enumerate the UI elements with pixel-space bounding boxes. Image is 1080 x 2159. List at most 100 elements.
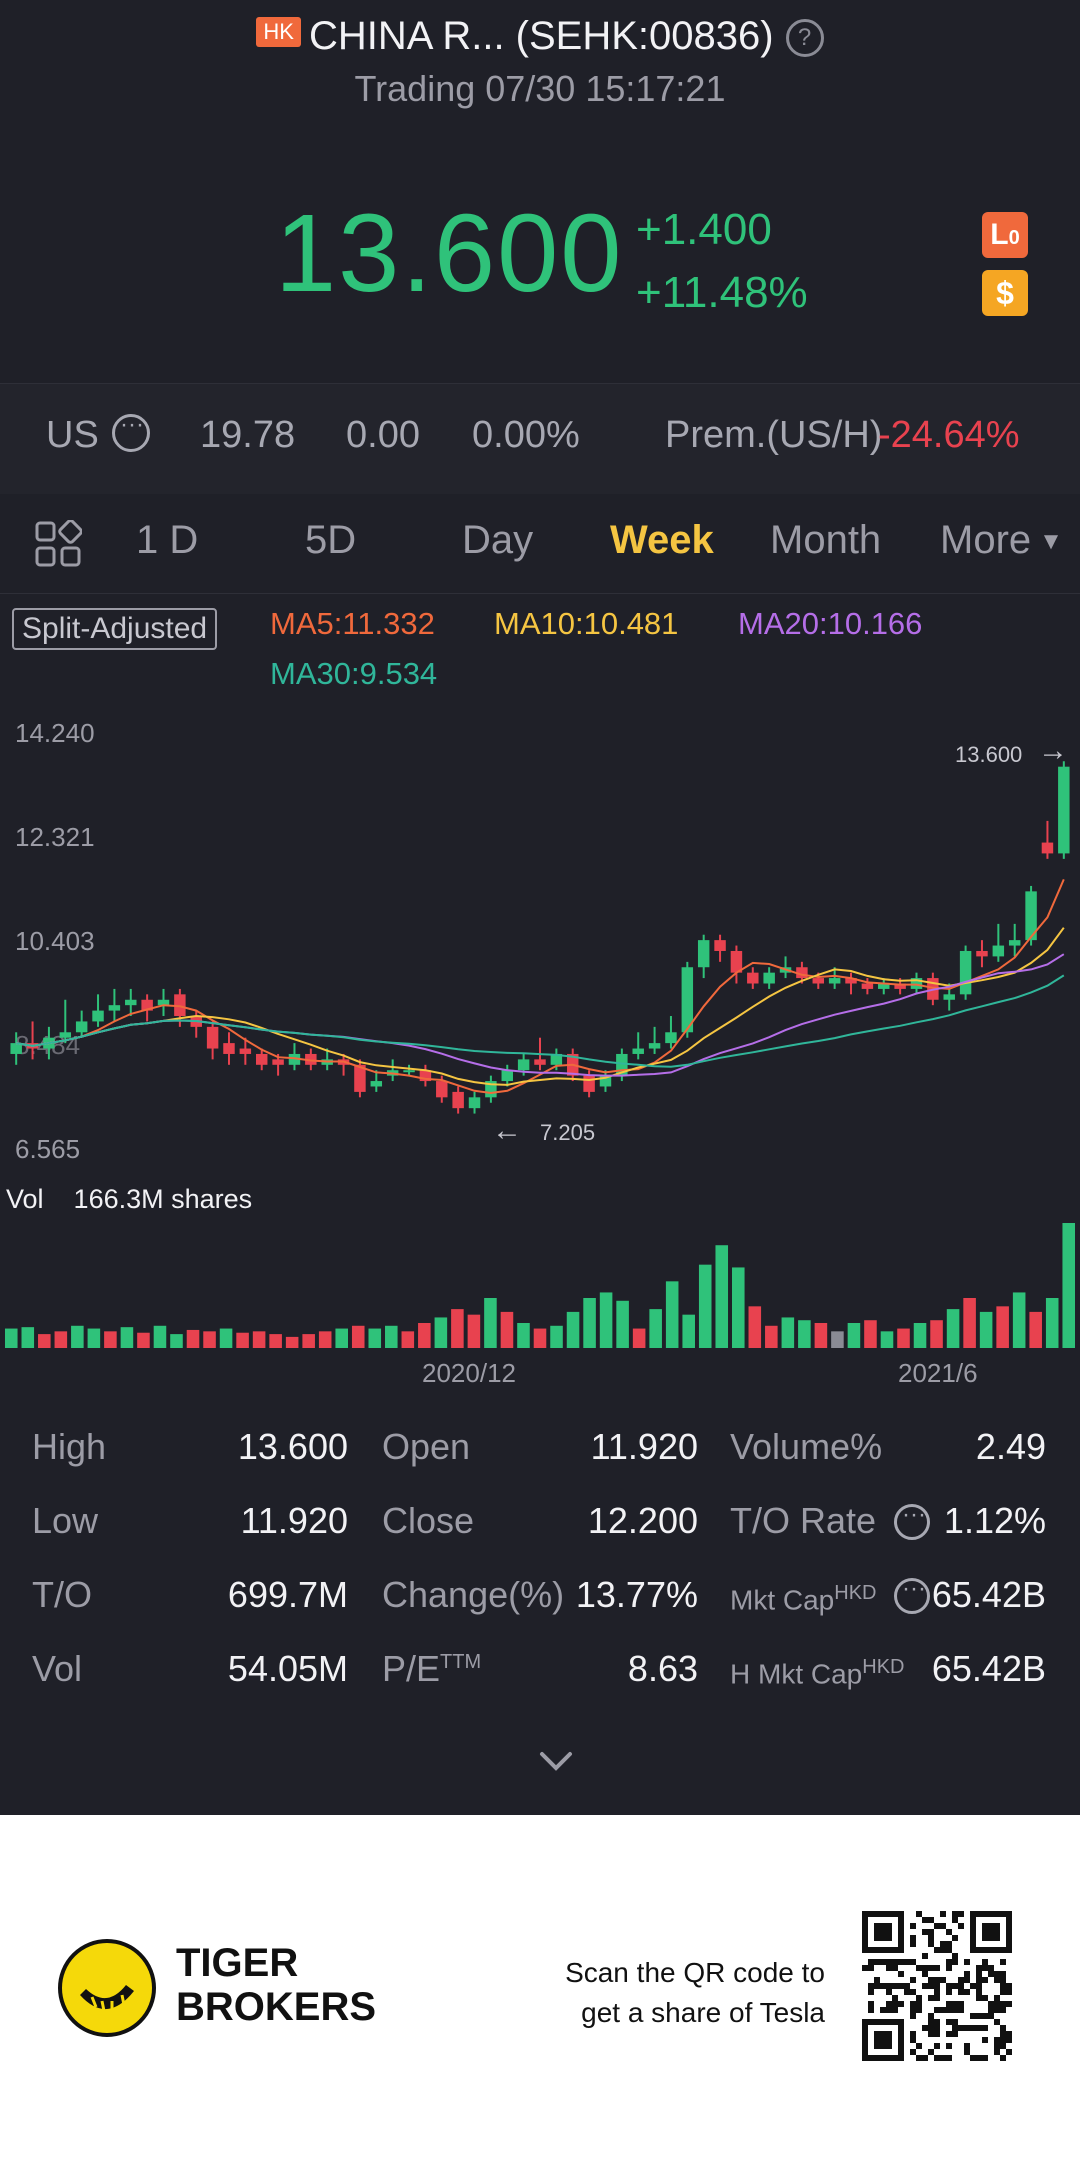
tiger-logo-icon	[58, 1939, 156, 2037]
volume-bar	[798, 1320, 811, 1348]
qr-module	[946, 2055, 952, 2061]
candle-body	[992, 945, 1005, 957]
qr-module	[928, 2049, 934, 2055]
stat-to-label: T/O	[32, 1574, 92, 1615]
volume-bar	[203, 1331, 216, 1348]
volume-bar	[418, 1323, 431, 1348]
volume-bar	[351, 1325, 365, 1348]
tab-more[interactable]: More ▼	[940, 518, 1063, 563]
volume-bar	[913, 1323, 927, 1348]
qr-code[interactable]	[862, 1911, 1012, 2061]
qr-module	[916, 2001, 922, 2007]
stat-volume-pct-label: Volume%	[730, 1426, 883, 1467]
candlestick-chart[interactable]	[0, 700, 1080, 1180]
qr-module	[1000, 2031, 1006, 2037]
qr-module	[934, 1923, 940, 1929]
help-icon[interactable]: ?	[785, 19, 824, 57]
qr-module	[1000, 1971, 1006, 1977]
title-row[interactable]: HK CHINA R... (SEHK:00836)?	[0, 14, 1080, 59]
promo-line-1: Scan the QR code to	[565, 1957, 825, 1988]
qr-module	[976, 1989, 982, 1995]
tab-month[interactable]: Month	[770, 518, 882, 562]
qr-module	[940, 2007, 946, 2013]
qr-module	[892, 1995, 898, 2001]
candle-body	[436, 1081, 448, 1098]
stat-pe-text: P/E	[382, 1648, 441, 1689]
qr-module	[940, 1941, 946, 1947]
tab-1d[interactable]: 1 D	[136, 518, 199, 562]
qr-module	[922, 1929, 928, 1935]
qr-module	[934, 2019, 940, 2025]
mkt-cap-info-icon[interactable]	[894, 1575, 930, 1614]
premium-label: Prem.(US/H)	[665, 414, 883, 456]
volume-chart[interactable]	[0, 1220, 1080, 1350]
qr-module	[940, 1923, 946, 1929]
qr-module	[1006, 2031, 1012, 2037]
level-badge[interactable]: L0	[982, 212, 1028, 258]
stat-low-value: 11.920	[240, 1500, 348, 1541]
volume-bar	[665, 1281, 679, 1348]
candle-body	[1058, 766, 1070, 854]
layout-grid-icon[interactable]	[34, 520, 82, 568]
qr-module	[904, 1989, 910, 1995]
candle-body	[812, 978, 825, 984]
qr-module	[916, 2043, 922, 2049]
qr-module	[928, 1929, 934, 1935]
promo-line-2: get a share of Tesla	[581, 1997, 825, 2028]
qr-module	[976, 2013, 982, 2019]
candle-body	[550, 1053, 563, 1065]
tab-5d[interactable]: 5D	[305, 518, 357, 562]
candle-body	[288, 1053, 301, 1065]
qr-module	[910, 2013, 916, 2019]
volume-bar	[533, 1328, 547, 1348]
tab-week[interactable]: Week	[610, 518, 714, 562]
qr-module	[1000, 1959, 1006, 1965]
qr-module	[946, 2007, 952, 2013]
market-badge: HK	[256, 17, 301, 47]
qr-module	[910, 1935, 916, 1941]
volume-bar	[401, 1331, 415, 1348]
tab-day[interactable]: Day	[462, 518, 534, 562]
volume-bar	[54, 1331, 68, 1348]
qr-module	[1000, 2037, 1006, 2043]
qr-module	[880, 1959, 886, 1965]
qr-module	[982, 2025, 988, 2031]
qr-module	[892, 1959, 898, 1965]
volume-bar	[71, 1325, 84, 1348]
qr-module	[892, 2007, 898, 2013]
qr-module	[982, 2013, 988, 2019]
volume-bar	[616, 1300, 629, 1348]
qr-module	[1000, 1977, 1006, 1983]
x-tick-1: 2020/12	[422, 1358, 516, 1388]
qr-module	[922, 2025, 928, 2031]
qr-module	[958, 2007, 964, 2013]
qr-module	[934, 1977, 940, 1983]
stat-low-label: Low	[32, 1500, 99, 1541]
more-dots-icon[interactable]	[112, 411, 150, 452]
dollar-badge[interactable]: $	[982, 270, 1028, 316]
stat-mkt-cap-label: Mkt CapHKD	[730, 1582, 876, 1616]
qr-module	[868, 1989, 874, 1995]
qr-module	[934, 1995, 940, 2001]
qr-module	[958, 1977, 964, 1983]
volume-bar	[698, 1264, 712, 1348]
qr-finder	[874, 1923, 892, 1941]
volume-bar	[219, 1328, 233, 1348]
volume-bar	[21, 1327, 35, 1348]
low-price-marker: 7.205	[540, 1120, 596, 1145]
qr-module	[982, 2037, 988, 2043]
volume-bar	[153, 1325, 167, 1348]
price-change-percent: +11.48%	[636, 268, 808, 317]
stat-close-value: 12.200	[587, 1500, 698, 1541]
stat-pe-basis: TTM	[440, 1651, 482, 1673]
us-quote-row[interactable]: US 19.78 0.00 0.00% Prem.(US/H) -24.64%	[0, 384, 1080, 494]
candle-body	[616, 1053, 628, 1076]
to-rate-info-icon[interactable]	[894, 1501, 930, 1540]
ma5-line	[16, 879, 1065, 1095]
premium-value: -24.64%	[878, 414, 1020, 456]
qr-module	[910, 2037, 916, 2043]
candle-body	[75, 1021, 88, 1033]
expand-chevron-icon[interactable]	[536, 1748, 576, 1774]
split-adjusted-toggle[interactable]: Split-Adjusted	[12, 608, 218, 650]
qr-module	[928, 1941, 934, 1947]
